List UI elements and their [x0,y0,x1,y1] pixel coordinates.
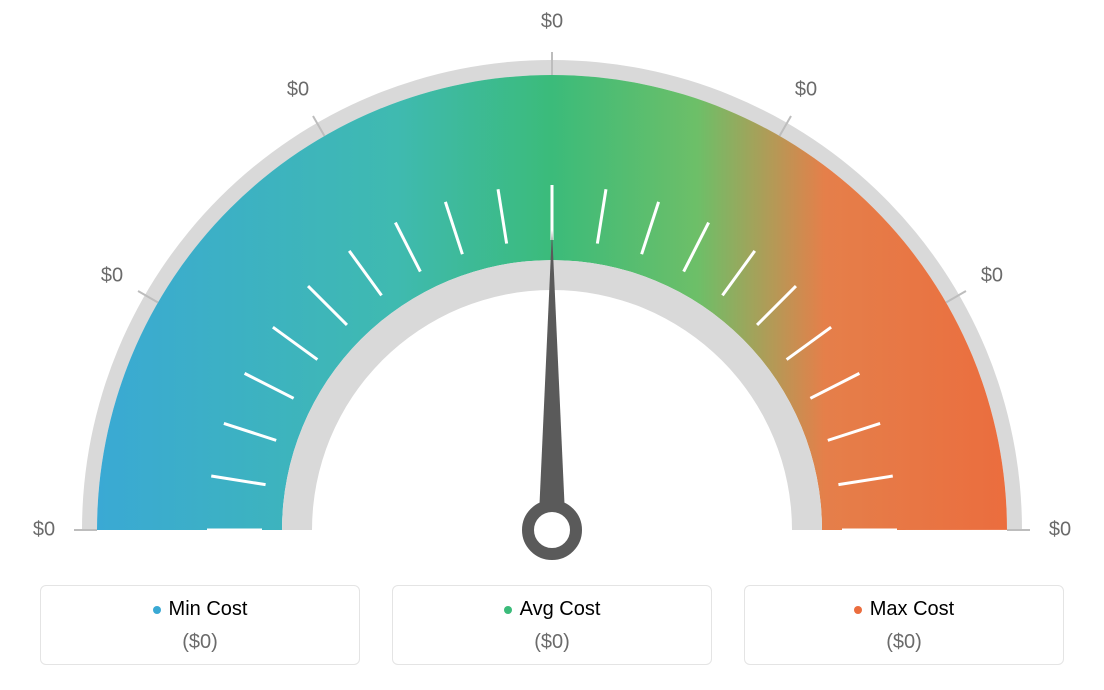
gauge-tick-label: $0 [1049,519,1071,542]
gauge-svg [0,0,1104,560]
gauge-area: $0 $0 $0 $0 $0 $0 $0 [0,0,1104,560]
gauge-tick-label: $0 [33,519,55,542]
legend-title-max: Max Cost [854,598,954,621]
gauge-chart-container: $0 $0 $0 $0 $0 $0 $0 Min Cost ($0) Avg Cost ($… [0,0,1104,690]
legend-dot-min [153,606,161,614]
legend-dot-avg [504,606,512,614]
gauge-tick-label: $0 [101,265,123,288]
legend-title-avg: Avg Cost [504,598,601,621]
legend-label-min: Min Cost [169,598,248,621]
legend-card-avg: Avg Cost ($0) [392,585,712,665]
legend-label-max: Max Cost [870,598,954,621]
legend-card-min: Min Cost ($0) [40,585,360,665]
gauge-tick-label: $0 [541,11,563,34]
gauge-tick-label: $0 [287,79,309,102]
gauge-tick-label: $0 [795,79,817,102]
legend-dot-max [854,606,862,614]
legend-card-max: Max Cost ($0) [744,585,1064,665]
legend-title-min: Min Cost [153,598,248,621]
legend-value-avg: ($0) [403,631,701,654]
gauge-tick-label: $0 [981,265,1003,288]
legend-label-avg: Avg Cost [520,598,601,621]
legend-value-max: ($0) [755,631,1053,654]
legend-value-min: ($0) [51,631,349,654]
legend-row: Min Cost ($0) Avg Cost ($0) Max Cost ($0… [40,585,1064,665]
